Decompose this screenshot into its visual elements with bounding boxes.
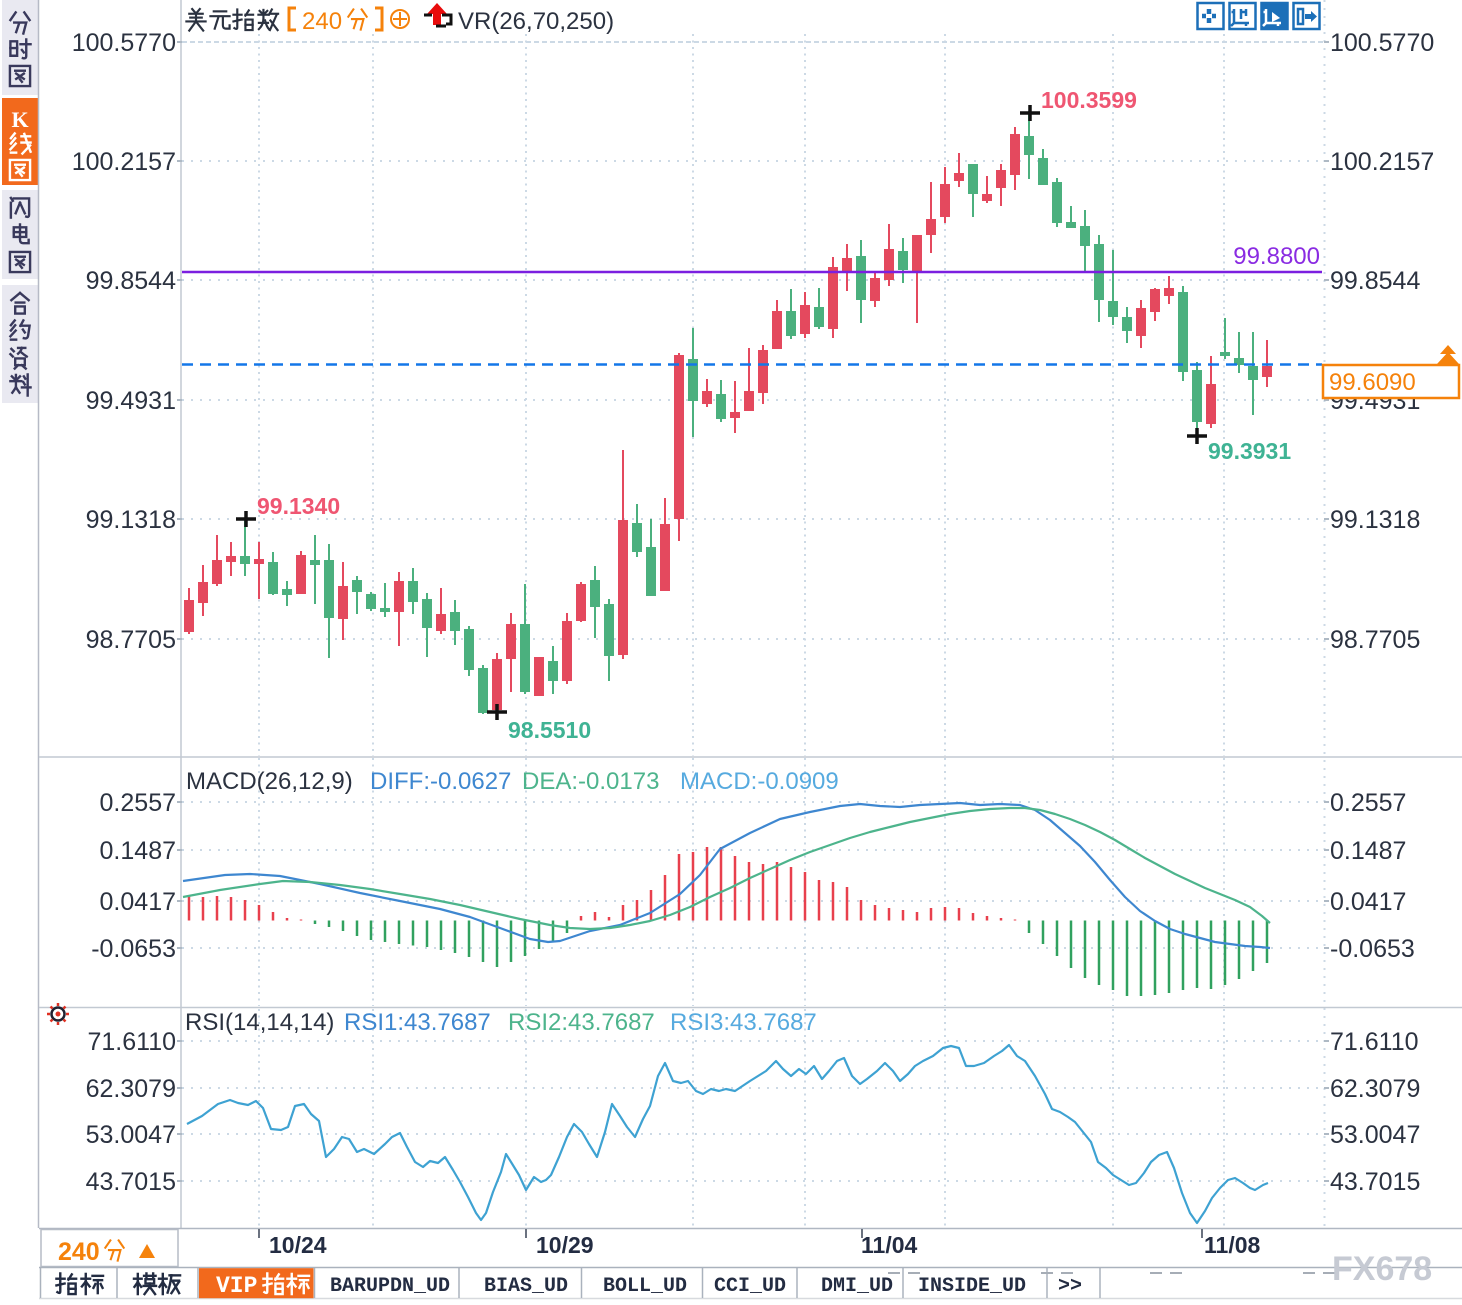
svg-text:53.0047: 53.0047	[1330, 1121, 1420, 1149]
svg-text:100.3599: 100.3599	[1041, 87, 1137, 113]
svg-text:CCI_UD: CCI_UD	[714, 1275, 786, 1298]
svg-text:K: K	[11, 107, 28, 132]
svg-text:11/04: 11/04	[861, 1232, 917, 1258]
svg-text:53.0047: 53.0047	[86, 1121, 176, 1149]
svg-text:100.2157: 100.2157	[72, 148, 176, 176]
svg-text:INSIDE_UD: INSIDE_UD	[918, 1275, 1026, 1298]
svg-text:11/08: 11/08	[1204, 1232, 1260, 1258]
svg-text:99.3931: 99.3931	[1208, 438, 1291, 464]
svg-text:99.1340: 99.1340	[257, 493, 340, 519]
svg-text:BARUPDN_UD: BARUPDN_UD	[330, 1275, 450, 1298]
svg-text:-0.0653: -0.0653	[91, 935, 176, 963]
svg-text:BOLL_UD: BOLL_UD	[603, 1275, 687, 1298]
svg-text:240: 240	[58, 1238, 100, 1266]
svg-text:MACD:-0.0909: MACD:-0.0909	[680, 768, 839, 795]
svg-text:62.3079: 62.3079	[86, 1075, 176, 1103]
svg-text:71.6110: 71.6110	[87, 1028, 176, 1056]
svg-text:98.7705: 98.7705	[86, 626, 176, 654]
svg-text:RSI2:43.7687: RSI2:43.7687	[508, 1009, 655, 1036]
svg-text:100.2157: 100.2157	[1330, 148, 1434, 176]
svg-text:0.0417: 0.0417	[1330, 888, 1406, 916]
svg-text:DMI_UD: DMI_UD	[821, 1275, 893, 1298]
svg-text:>>: >>	[1058, 1275, 1082, 1298]
svg-text:RSI3:43.7687: RSI3:43.7687	[670, 1009, 817, 1036]
svg-text:10/24: 10/24	[269, 1232, 327, 1258]
svg-text:MACD(26,12,9): MACD(26,12,9)	[186, 768, 353, 795]
svg-text:43.7015: 43.7015	[86, 1168, 176, 1196]
svg-text:VR(26,70,250): VR(26,70,250)	[458, 8, 614, 35]
svg-text:99.1318: 99.1318	[1330, 506, 1420, 534]
svg-text:-0.0653: -0.0653	[1330, 935, 1415, 963]
svg-text:RSI1:43.7687: RSI1:43.7687	[344, 1009, 491, 1036]
svg-text:98.5510: 98.5510	[508, 717, 591, 743]
svg-text:0.2557: 0.2557	[100, 789, 176, 817]
svg-text:98.7705: 98.7705	[1330, 626, 1420, 654]
svg-text:240: 240	[302, 8, 342, 35]
svg-text:DEA:-0.0173: DEA:-0.0173	[522, 768, 659, 795]
svg-text:BIAS_UD: BIAS_UD	[484, 1275, 568, 1298]
svg-text:99.4931: 99.4931	[86, 387, 176, 415]
svg-text:62.3079: 62.3079	[1330, 1075, 1420, 1103]
svg-text:100.5770: 100.5770	[72, 29, 176, 57]
svg-text:99.8544: 99.8544	[86, 267, 176, 295]
svg-text:FX678: FX678	[1332, 1250, 1432, 1288]
svg-text:VIP: VIP	[216, 1273, 257, 1299]
svg-text:99.8800: 99.8800	[1233, 243, 1320, 270]
svg-text:100.5770: 100.5770	[1330, 29, 1434, 57]
svg-text:0.1487: 0.1487	[100, 837, 176, 865]
svg-text:DIFF:-0.0627: DIFF:-0.0627	[370, 768, 511, 795]
svg-text:43.7015: 43.7015	[1330, 1168, 1420, 1196]
svg-text:0.2557: 0.2557	[1330, 789, 1406, 817]
svg-text:0.0417: 0.0417	[100, 888, 176, 916]
svg-text:0.1487: 0.1487	[1330, 837, 1406, 865]
svg-text:RSI(14,14,14): RSI(14,14,14)	[185, 1009, 334, 1036]
svg-text:10/29: 10/29	[536, 1232, 594, 1258]
svg-text:99.1318: 99.1318	[86, 506, 176, 534]
svg-text:99.8544: 99.8544	[1330, 267, 1420, 295]
svg-text:99.6090: 99.6090	[1329, 369, 1416, 396]
svg-text:71.6110: 71.6110	[1330, 1028, 1419, 1056]
